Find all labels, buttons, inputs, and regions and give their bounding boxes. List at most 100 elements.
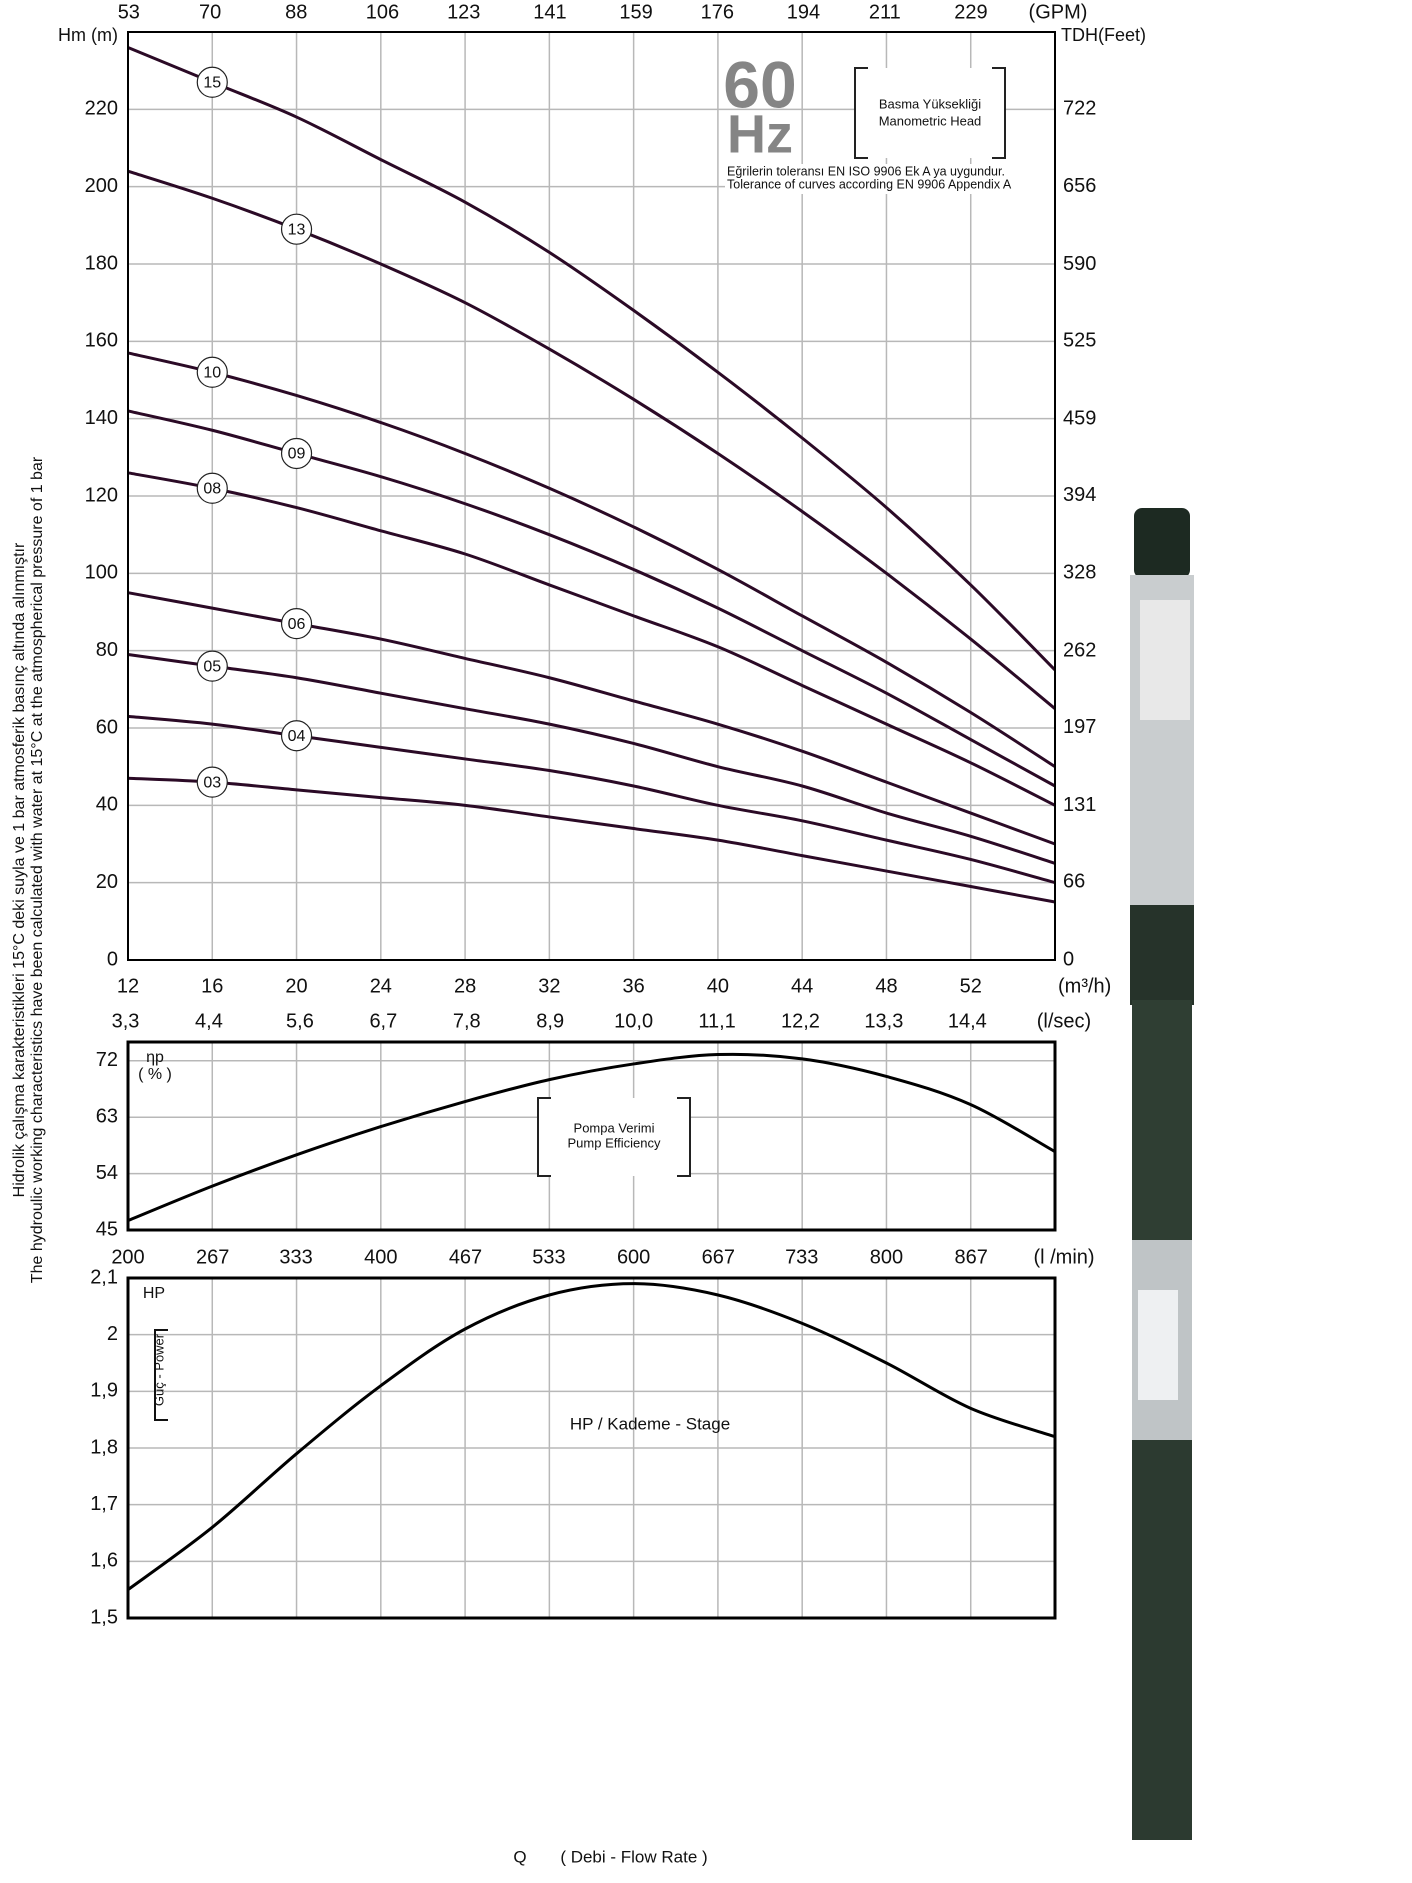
flow-tick-label: 12,2 [781, 1010, 820, 1032]
plot-frame [127, 31, 1056, 961]
flow-tick-label: 14,4 [948, 1010, 987, 1032]
flow-tick-label: 800 [870, 1246, 903, 1268]
y-tick-label: 80 [96, 639, 118, 661]
curve-label: 04 [288, 728, 306, 745]
x-axis-label: (m³/h) [1058, 975, 1111, 997]
badge: Hz [727, 104, 793, 164]
x-tick-label: 12 [117, 975, 139, 997]
y-axis-label: Hm (m) [58, 25, 118, 45]
curve-label: 09 [288, 446, 306, 463]
y-tick-label: 72 [96, 1049, 118, 1071]
curve-label-bg [196, 766, 228, 798]
curve [127, 46, 1057, 672]
plot-frame [126, 1040, 1057, 1232]
y-tick-label: 2,1 [90, 1266, 118, 1288]
y-axis-label: ηp [146, 1049, 164, 1066]
curve-label-bg [196, 650, 228, 682]
curve-label: 15 [203, 74, 221, 91]
top-tick-label: 229 [954, 1, 987, 23]
bracket [854, 67, 1006, 159]
y-tick-label: 0 [107, 948, 118, 970]
y-tick-label: 120 [85, 484, 118, 506]
y2-tick-label: 328 [1063, 562, 1096, 584]
x-tick-label: 52 [960, 975, 982, 997]
top-tick-label: 123 [447, 1, 480, 23]
curve [127, 591, 1056, 846]
flow-tick-label: 267 [196, 1246, 229, 1268]
y-axis-label: HP [143, 1285, 165, 1302]
note: The hydroulic working characteristics ha… [29, 456, 46, 1283]
y2-tick-label: 656 [1063, 175, 1096, 197]
flow-axis-label: (l /min) [1033, 1246, 1094, 1268]
flow-tick-label: 6,7 [369, 1010, 397, 1032]
x-tick-label: 48 [875, 975, 897, 997]
curve-label-bg [280, 213, 313, 245]
curve-label: 10 [203, 364, 221, 381]
y-tick-label: 2 [107, 1323, 118, 1345]
curve [127, 1282, 1056, 1591]
curve [127, 351, 1056, 768]
top-tick-label: 141 [533, 1, 566, 23]
flow-tick-label: 8,9 [536, 1010, 564, 1032]
curve [127, 714, 1056, 885]
top-tick-label: 53 [118, 1, 140, 23]
badge: 60 [723, 47, 796, 121]
x-tick-label: 44 [791, 975, 813, 997]
curve [127, 1052, 1056, 1222]
curve-label-bg [280, 607, 313, 640]
y-tick-label: 220 [85, 98, 118, 120]
bracket [154, 1329, 168, 1421]
y2-tick-label: 590 [1063, 253, 1096, 275]
flow-tick-label: 467 [449, 1246, 482, 1268]
flow-tick-label: 5,6 [286, 1010, 314, 1032]
y-tick-label: 1,9 [90, 1380, 118, 1402]
y-tick-label: 40 [96, 794, 118, 816]
top-axis-label: (GPM) [1029, 1, 1088, 23]
caption: Pompa Verimi [574, 1120, 655, 1135]
plot-frame [126, 1276, 1057, 1620]
y-side-label: Güç - Power [151, 1333, 166, 1406]
y-tick-label: 160 [85, 330, 118, 352]
tolerance: Eğrilerin toleransı EN ISO 9906 Ek A ya … [727, 164, 1005, 178]
curve-label: 06 [288, 616, 306, 633]
y-tick-label: 20 [96, 871, 118, 893]
y-tick-label: 180 [85, 252, 118, 274]
y-tick-label: 1,7 [90, 1493, 118, 1515]
x-tick-label: 16 [201, 975, 223, 997]
flow-tick-label: 7,8 [453, 1010, 481, 1032]
curve-label-bg [196, 356, 228, 388]
top-tick-label: 159 [619, 1, 652, 23]
axis-title: ( Debi - Flow Rate ) [560, 1847, 707, 1866]
label-box [725, 164, 1055, 194]
label-box [855, 68, 1005, 158]
y-tick-label: 60 [96, 716, 118, 738]
y-tick-label: 140 [85, 407, 118, 429]
y-tick-label: 54 [96, 1162, 118, 1184]
top-tick-label: 194 [787, 1, 820, 23]
label-box [538, 1098, 690, 1176]
flow-tick-label: 600 [617, 1246, 650, 1268]
flow-tick-label: 13,3 [864, 1010, 903, 1032]
y2-tick-label: 66 [1063, 870, 1085, 892]
y2-tick-label: 197 [1063, 716, 1096, 738]
flow-tick-label: 200 [111, 1246, 144, 1268]
curve-label: 13 [288, 221, 306, 238]
y2-tick-label: 131 [1063, 794, 1096, 816]
x-tick-label: 28 [454, 975, 476, 997]
curve [127, 409, 1056, 788]
head-label: Manometric Head [879, 113, 982, 128]
flow-tick-label: 333 [279, 1246, 312, 1268]
note: Hidrolik çalışma karakteristikleri 15°C … [11, 542, 28, 1197]
curve-label-bg [280, 720, 313, 752]
head-label: Basma Yüksekliği [879, 96, 981, 111]
y-tick-label: 1,6 [90, 1550, 118, 1572]
y-tick-label: 63 [96, 1105, 118, 1127]
axis-title: Q [513, 1847, 526, 1866]
caption: HP / Kademe - Stage [570, 1414, 730, 1433]
y-tick-label: 1,8 [90, 1436, 118, 1458]
y2-tick-label: 0 [1063, 948, 1074, 970]
y2-tick-label: 459 [1063, 407, 1096, 429]
y2-axis-label: TDH(Feet) [1061, 25, 1146, 45]
